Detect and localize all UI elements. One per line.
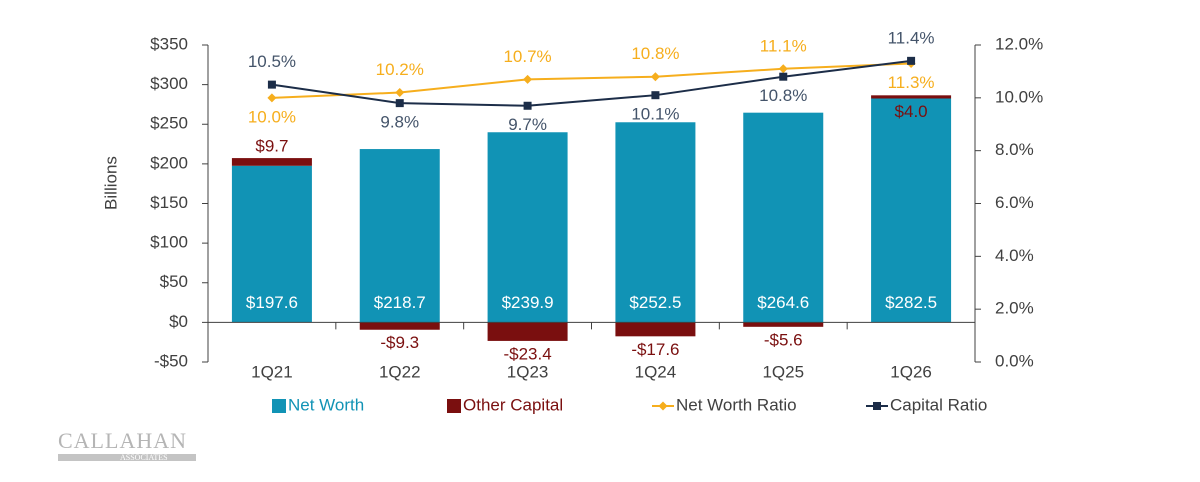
line-value-label: 10.7%: [503, 47, 551, 66]
line-value-label: 9.8%: [380, 113, 419, 132]
line-value-label: 10.1%: [631, 105, 679, 124]
legend-label: Capital Ratio: [890, 395, 987, 414]
bar: [871, 98, 952, 323]
bar: [871, 95, 952, 99]
x-tick-label: 1Q22: [379, 362, 421, 381]
y2-tick-label: 10.0%: [995, 87, 1043, 106]
bar-value-label: $239.9: [502, 293, 554, 312]
line-value-label: 11.4%: [888, 28, 935, 47]
line: [271, 59, 912, 107]
y-tick-label: -$50: [154, 351, 188, 370]
bar: [743, 112, 824, 323]
bar: [231, 165, 312, 323]
bar-value-label: $264.6: [757, 293, 809, 312]
legend-marker: [658, 401, 668, 411]
bar: [487, 322, 568, 341]
x-tick-label: 1Q23: [507, 362, 549, 381]
line-marker: [395, 99, 404, 108]
line-marker: [907, 56, 916, 65]
legend-swatch: [447, 399, 461, 413]
legend-marker: [873, 402, 881, 410]
line-marker: [267, 93, 277, 103]
bar-value-label: $282.5: [885, 293, 937, 312]
line-value-label: 11.3%: [888, 73, 935, 92]
line-value-label: 10.5%: [248, 52, 296, 71]
y2-tick-label: 8.0%: [995, 140, 1034, 159]
legend-label: Other Capital: [463, 395, 563, 414]
bar: [487, 132, 568, 323]
bar-value-label: -$9.3: [380, 333, 419, 352]
x-tick-label: 1Q21: [251, 362, 293, 381]
y-axis-label: Billions: [101, 156, 120, 210]
line-marker: [778, 64, 788, 74]
x-tick-label: 1Q25: [762, 362, 804, 381]
line-value-label: 10.8%: [759, 86, 807, 105]
y2-tick-label: 12.0%: [995, 34, 1043, 53]
y-tick-label: $150: [150, 193, 188, 212]
line-marker: [267, 80, 276, 89]
y-tick-label: $0: [169, 312, 188, 331]
line-value-label: 9.7%: [508, 115, 547, 134]
line: [271, 62, 912, 99]
y2-tick-label: 0.0%: [995, 351, 1034, 370]
y2-tick-label: 6.0%: [995, 193, 1034, 212]
y-tick-label: $300: [150, 74, 188, 93]
bar: [615, 322, 696, 337]
line-marker: [523, 101, 532, 110]
line-marker: [779, 72, 788, 81]
bar-value-label: $218.7: [374, 293, 426, 312]
line-value-label: 10.8%: [631, 44, 679, 63]
x-tick-label: 1Q24: [635, 362, 677, 381]
x-tick-label: 1Q26: [890, 362, 932, 381]
bar-value-label: $252.5: [629, 293, 681, 312]
bar-value-label: $9.7: [255, 137, 288, 156]
bar-value-label: -$5.6: [764, 330, 803, 349]
bar-value-label: -$23.4: [503, 344, 551, 363]
legend-label: Net Worth: [288, 395, 364, 414]
logo-tagline: ASSOCIATES: [120, 453, 168, 462]
bar: [615, 122, 696, 323]
line-marker: [395, 88, 405, 98]
y-tick-label: $350: [150, 34, 188, 53]
bar-value-label: -$17.6: [631, 340, 679, 359]
bar-value-label: $4.0: [895, 102, 928, 121]
y2-tick-label: 4.0%: [995, 246, 1034, 265]
line-value-label: 11.1%: [760, 36, 807, 55]
bar: [231, 158, 312, 166]
bar: [743, 322, 824, 327]
bar: [359, 322, 440, 330]
line-value-label: 10.0%: [248, 107, 296, 126]
logo-bar: [58, 454, 196, 461]
y-tick-label: $50: [160, 272, 188, 291]
legend-swatch: [272, 399, 286, 413]
y-tick-label: $200: [150, 153, 188, 172]
y2-tick-label: 2.0%: [995, 299, 1034, 318]
bar-value-label: $197.6: [246, 293, 298, 312]
line-marker: [523, 74, 533, 84]
line-value-label: 10.2%: [376, 60, 424, 79]
bar: [359, 149, 440, 323]
y-tick-label: $250: [150, 114, 188, 133]
line-marker: [650, 72, 660, 82]
legend-label: Net Worth Ratio: [676, 395, 797, 414]
y-tick-label: $100: [150, 233, 188, 252]
line-marker: [651, 91, 660, 100]
logo-name: CALLAHAN: [58, 428, 187, 453]
